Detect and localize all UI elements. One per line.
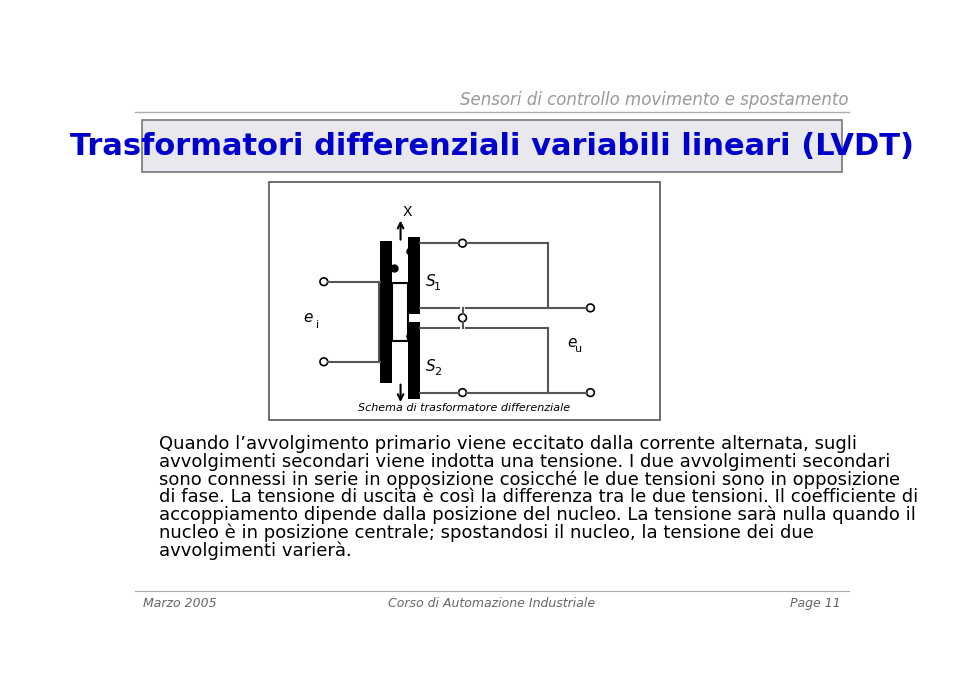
Text: Marzo 2005: Marzo 2005 [143, 597, 217, 610]
Text: i: i [316, 320, 319, 330]
Text: Corso di Automazione Industriale: Corso di Automazione Industriale [389, 597, 595, 610]
Text: di fase. La tensione di uscita è così la differenza tra le due tensioni. Il coef: di fase. La tensione di uscita è così la… [158, 488, 918, 506]
Text: avvolgimenti varierà.: avvolgimenti varierà. [158, 541, 351, 560]
Text: nucleo è in posizione centrale; spostandosi il nucleo, la tensione dei due: nucleo è in posizione centrale; spostand… [158, 523, 814, 542]
Text: e: e [302, 311, 312, 325]
Bar [269, 181, 660, 420]
Text: S: S [426, 359, 436, 374]
Text: 1: 1 [434, 282, 441, 292]
Text: S: S [426, 274, 436, 289]
Text: Page 11: Page 11 [790, 597, 841, 610]
Text: e: e [567, 335, 577, 350]
Bar [392, 283, 408, 341]
Text: Trasformatori differenziali variabili lineari (LVDT): Trasformatori differenziali variabili li… [70, 132, 914, 161]
Text: sono connessi in serie in opposizione cosicché le due tensioni sono in opposizio: sono connessi in serie in opposizione co… [158, 471, 900, 489]
Bar [408, 237, 420, 314]
Bar [379, 241, 392, 383]
Text: avvolgimenti secondari viene indotta una tensione. I due avvolgimenti secondari: avvolgimenti secondari viene indotta una… [158, 453, 890, 471]
Text: X: X [402, 206, 412, 219]
Text: accoppiamento dipende dalla posizione del nucleo. La tensione sarà nulla quando : accoppiamento dipende dalla posizione de… [158, 506, 916, 525]
Bar [142, 120, 842, 172]
Text: 2: 2 [434, 367, 441, 376]
Text: Schema di trasformatore differenziale: Schema di trasformatore differenziale [358, 403, 570, 413]
Bar [408, 322, 420, 399]
Text: u: u [575, 345, 582, 354]
Text: Sensori di controllo movimento e spostamento: Sensori di controllo movimento e spostam… [460, 91, 849, 109]
Text: Quando l’avvolgimento primario viene eccitato dalla corrente alternata, sugli: Quando l’avvolgimento primario viene ecc… [158, 435, 856, 453]
